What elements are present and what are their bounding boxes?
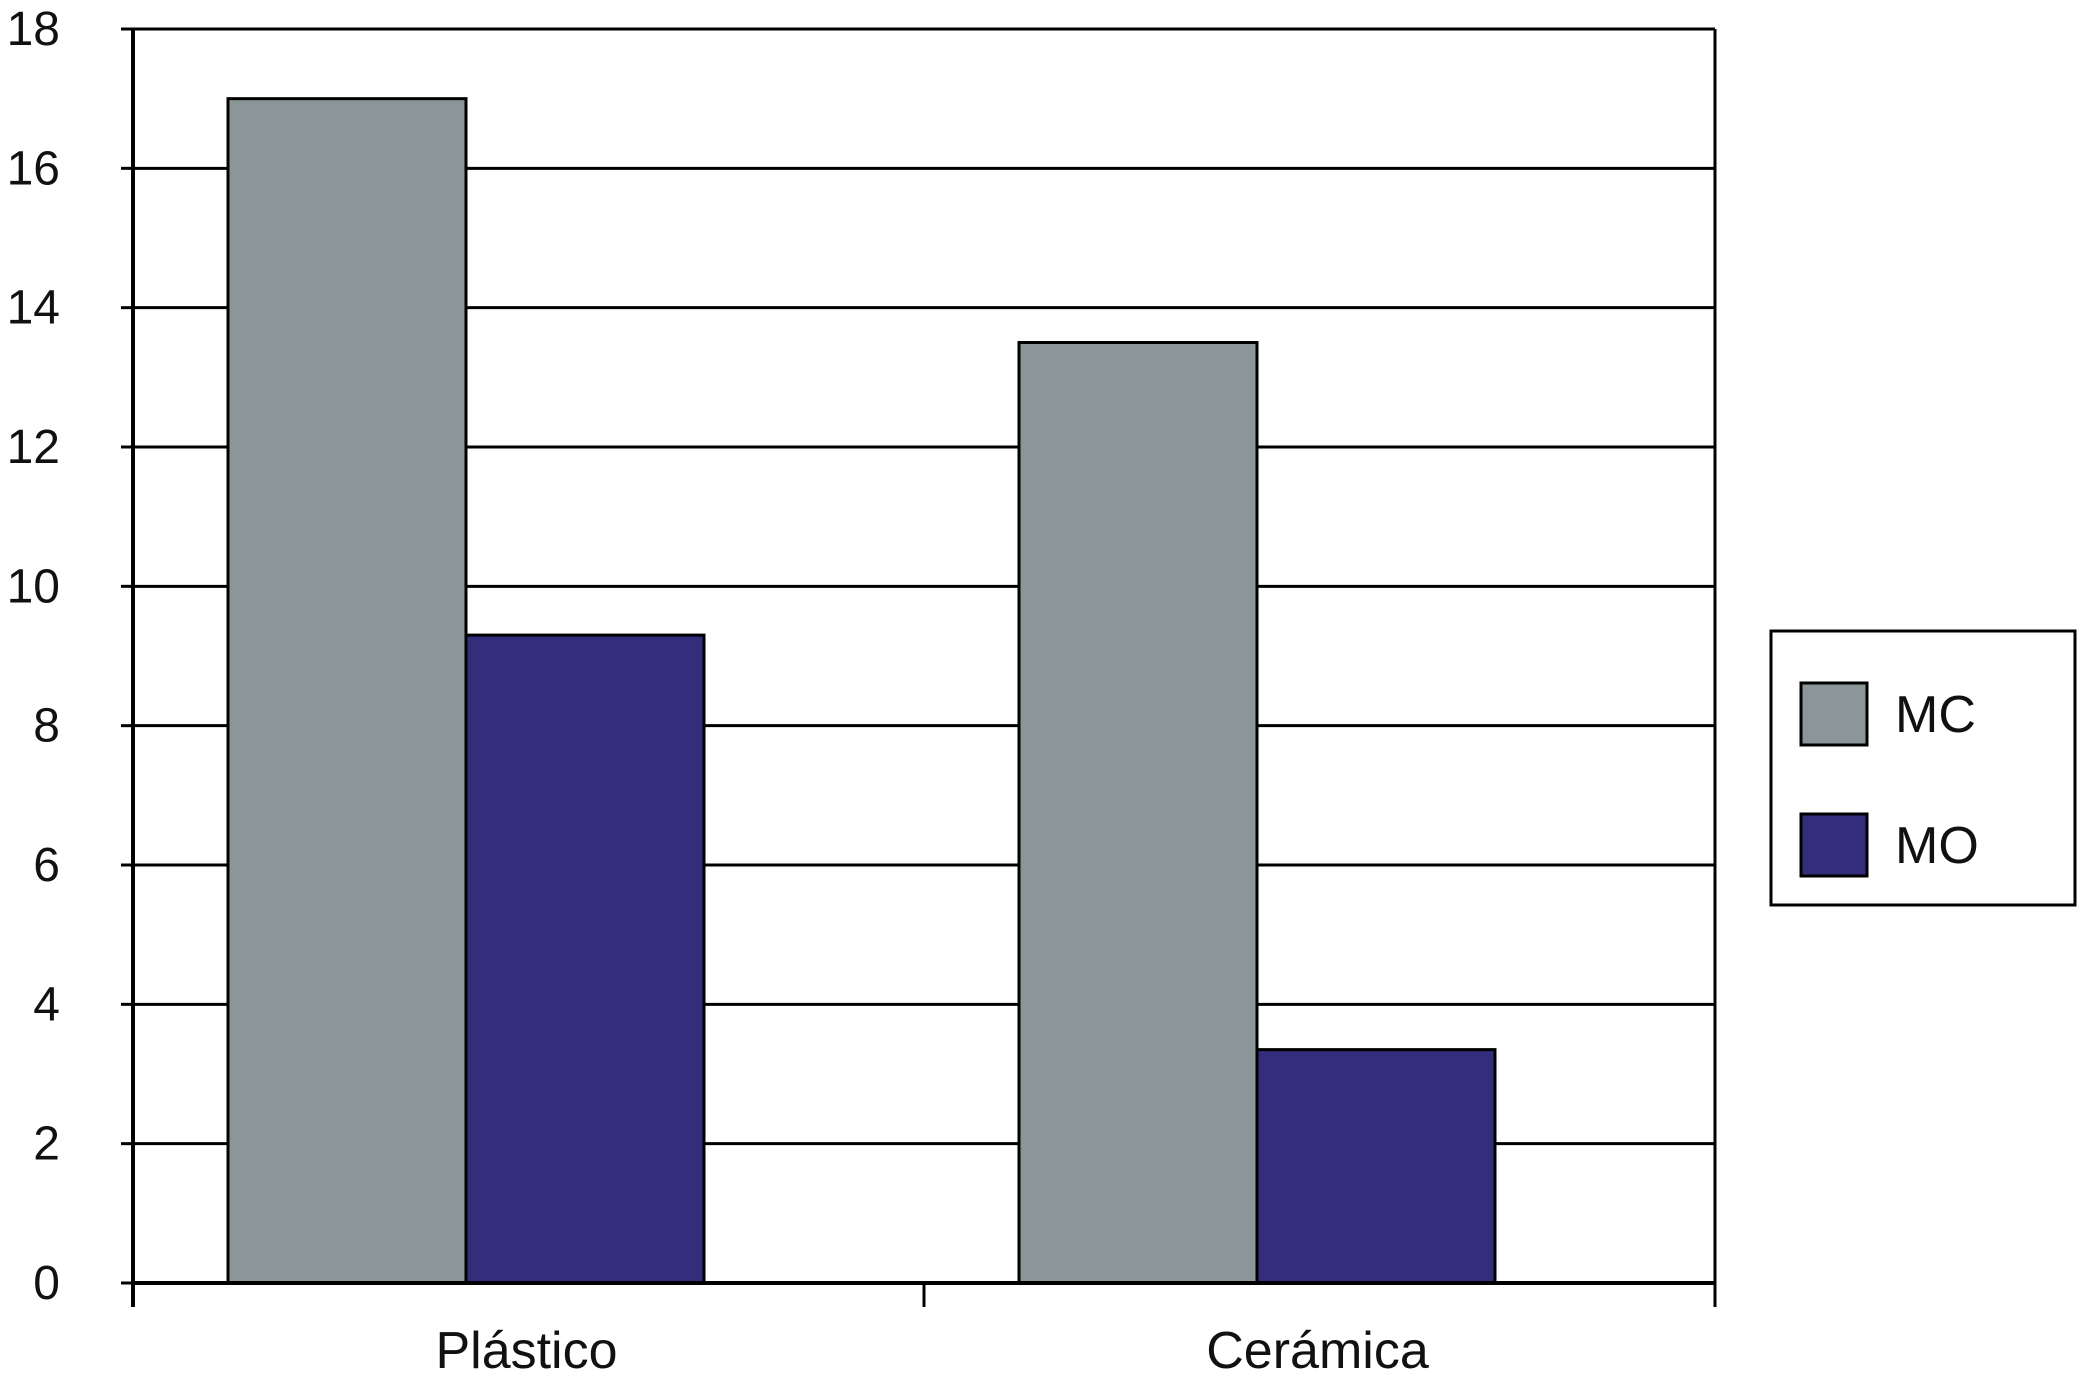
y-tick-label: 4 xyxy=(33,978,60,1031)
y-tick-label: 6 xyxy=(33,839,60,892)
bar-mo-1 xyxy=(464,633,706,1285)
y-tick-label: 8 xyxy=(33,700,60,753)
y-tick-label: 12 xyxy=(7,421,60,474)
axes xyxy=(121,27,1717,1307)
legend: MC MO xyxy=(1769,629,2077,907)
y-tick-label: 14 xyxy=(7,282,60,335)
bar-mc-2 xyxy=(1017,341,1259,1285)
bars xyxy=(226,97,1497,1285)
bar-mo-2 xyxy=(1255,1048,1497,1285)
x-category-label: Cerámica xyxy=(1206,1322,1429,1380)
x-category-label: Plástico xyxy=(435,1322,617,1380)
legend-label-mc: MC xyxy=(1895,686,1976,744)
legend-swatch-mc xyxy=(1799,681,1869,747)
y-tick-label: 16 xyxy=(7,142,60,195)
y-tick-labels: 0 2 4 6 8 10 12 14 16 18 xyxy=(7,3,60,1310)
y-tick-label: 0 xyxy=(33,1257,60,1310)
legend-swatch-mo xyxy=(1799,812,1869,878)
y-tick-label: 2 xyxy=(33,1118,60,1171)
legend-label-mo: MO xyxy=(1895,817,1979,875)
y-tick-label: 18 xyxy=(7,3,60,56)
y-tick-label: 10 xyxy=(7,560,60,613)
x-category-labels: Plástico Cerámica xyxy=(435,1322,1428,1380)
bar-mc-1 xyxy=(226,97,468,1285)
